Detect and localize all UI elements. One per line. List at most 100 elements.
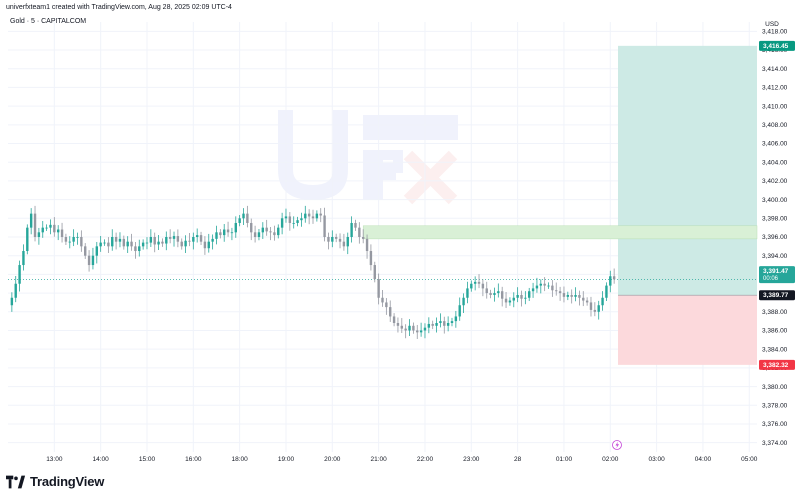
last-price-label-countdown: 00:06 — [763, 276, 779, 282]
candle-body — [168, 237, 172, 239]
x-tick-label: 19:00 — [278, 456, 295, 463]
candle-body — [520, 294, 523, 299]
x-tick-label: 18:00 — [232, 456, 249, 463]
candle-body — [296, 220, 299, 223]
candle-body — [562, 293, 566, 297]
candle-body — [524, 297, 527, 299]
chart-caption: univerfxteam1 created with TradingView.c… — [6, 4, 232, 11]
candle-body — [273, 232, 276, 236]
candle-body — [319, 213, 322, 216]
symbol-label[interactable]: Gold · 5 · CAPITALCOM — [10, 18, 87, 25]
candle-body — [277, 227, 280, 236]
candle-body — [304, 213, 307, 219]
y-tick-label: 3,384.00 — [762, 346, 788, 353]
y-tick-label: 3,408.00 — [762, 122, 788, 129]
candle-body — [412, 325, 415, 331]
candle-body — [547, 285, 550, 287]
candle-body — [531, 288, 535, 292]
candle-body — [327, 237, 330, 242]
tradingview-brand[interactable]: TradingView — [6, 474, 104, 489]
candle-body — [230, 232, 234, 234]
y-tick-label: 3,376.00 — [762, 421, 788, 428]
candle-body — [10, 297, 14, 306]
x-tick-label: 23:00 — [463, 456, 480, 463]
candle-body — [597, 305, 600, 312]
candle-body — [80, 237, 83, 247]
candle-body — [126, 241, 129, 247]
candle-body — [165, 237, 168, 244]
candle-body — [269, 231, 272, 233]
candle-body — [72, 237, 75, 242]
candle-body — [481, 283, 485, 289]
y-tick-label: 3,418.00 — [762, 29, 788, 36]
candle-body — [68, 241, 71, 243]
candle-body — [516, 294, 519, 298]
candle-body — [334, 237, 338, 239]
candle-body — [446, 323, 450, 326]
candle-body — [404, 328, 407, 331]
candle-body — [84, 246, 87, 256]
y-tick-label: 3,400.00 — [762, 197, 788, 204]
candle-body — [373, 265, 376, 280]
candle-body — [107, 242, 110, 247]
candle-body — [593, 309, 597, 312]
x-tick-label: 05:00 — [741, 456, 758, 463]
candle-body — [419, 330, 423, 333]
candle-body — [14, 283, 17, 298]
candle-body — [99, 242, 102, 247]
candle-body — [153, 237, 156, 245]
candle-body — [323, 215, 326, 237]
candle-body — [172, 236, 176, 239]
candle-body — [551, 285, 554, 291]
candle-body — [543, 283, 546, 286]
candle-body — [188, 240, 191, 242]
candle-body — [22, 251, 25, 266]
x-tick-label: 16:00 — [185, 456, 202, 463]
stop-zone[interactable] — [618, 295, 757, 365]
candle-body — [49, 224, 52, 228]
candle-body — [130, 241, 133, 247]
y-tick-label: 3,380.00 — [762, 384, 788, 391]
candle-body — [450, 321, 454, 323]
candle-body — [500, 291, 504, 299]
candles — [10, 205, 616, 339]
target-price-label-bg — [759, 40, 795, 51]
candle-body — [396, 323, 400, 326]
candle-body — [195, 235, 199, 237]
y-tick-label: 3,398.00 — [762, 216, 788, 223]
candle-body — [462, 297, 465, 306]
candle-body — [192, 237, 195, 242]
candle-body — [184, 240, 187, 247]
candle-body — [392, 316, 396, 323]
candle-body — [558, 291, 562, 294]
candle-body — [369, 251, 373, 266]
x-tick-label: 15:00 — [139, 456, 156, 463]
candle-body — [45, 227, 48, 229]
event-bolt-icon[interactable] — [612, 440, 622, 450]
candle-body — [377, 279, 380, 298]
candle-body — [265, 227, 268, 232]
candle-body — [311, 216, 315, 219]
candle-body — [91, 255, 95, 266]
candle-body — [439, 321, 442, 323]
candle-body — [56, 229, 60, 233]
candle-body — [223, 229, 226, 236]
candle-body — [454, 316, 458, 322]
candle-body — [466, 288, 469, 298]
candle-body — [535, 285, 539, 289]
candle-body — [601, 297, 604, 306]
candle-body — [435, 323, 438, 326]
candle-body — [427, 323, 431, 328]
y-tick-label: 3,388.00 — [762, 309, 788, 316]
target-zone[interactable] — [618, 45, 757, 296]
candle-body — [211, 238, 214, 242]
candle-body — [257, 232, 261, 237]
y-tick-label: 3,404.00 — [762, 159, 788, 166]
candle-body — [566, 294, 570, 297]
candle-body — [103, 242, 106, 244]
candle-body — [145, 242, 149, 244]
supply-zone[interactable] — [362, 225, 758, 240]
candle-body — [149, 237, 153, 243]
x-tick-label: 13:00 — [46, 456, 63, 463]
